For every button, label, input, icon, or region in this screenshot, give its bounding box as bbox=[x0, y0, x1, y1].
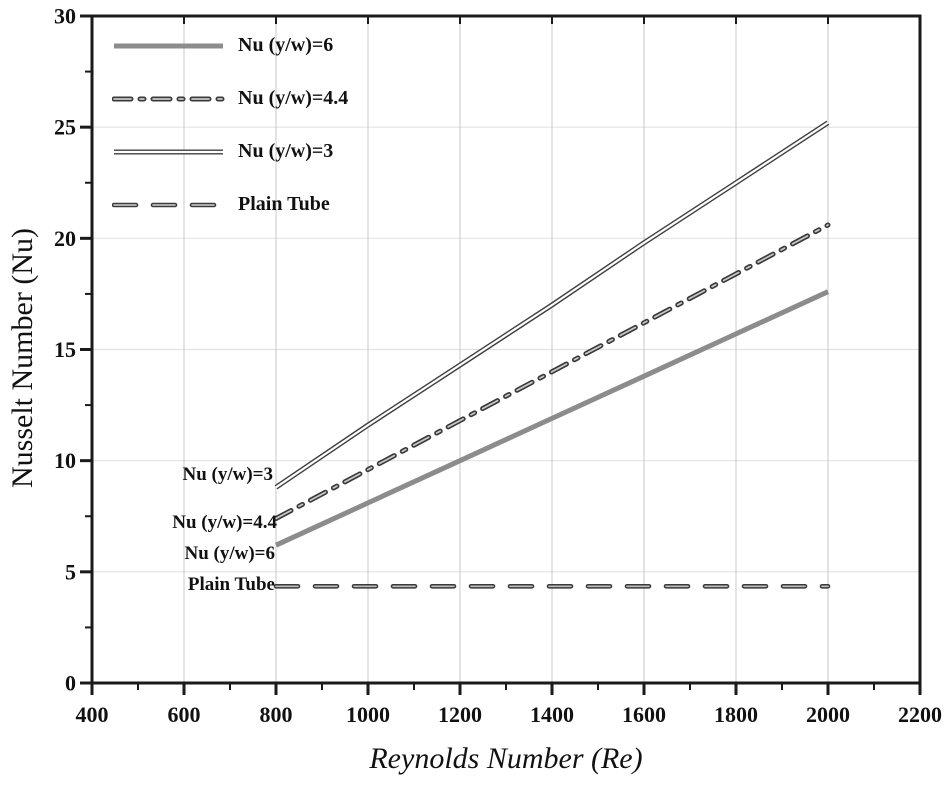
y-tick-label: 20 bbox=[54, 226, 76, 251]
legend-label-nu-yw3: Nu (y/w)=3 bbox=[238, 140, 334, 162]
y-tick-label: 15 bbox=[54, 337, 76, 362]
annotation-nu-yw44: Nu (y/w)=4.4 bbox=[172, 512, 277, 533]
plot-border bbox=[90, 14, 922, 685]
legend-line-sample-nu-yw3 bbox=[114, 149, 223, 154]
legend: Nu (y/w)=6 Nu (y/w)=4.4 Nu (y/w)=3 Plain… bbox=[112, 19, 348, 231]
legend-line-sample-plain-tube bbox=[112, 202, 225, 207]
legend-item-nu-yw44: Nu (y/w)=4.4 bbox=[112, 72, 348, 125]
x-tick-label: 2000 bbox=[806, 702, 850, 727]
y-tick-label: 30 bbox=[54, 4, 76, 29]
x-axis-title: Reynolds Number (Re) bbox=[369, 742, 643, 775]
y-tick-label: 25 bbox=[54, 115, 76, 140]
legend-item-nu-yw3: Nu (y/w)=3 bbox=[112, 125, 348, 178]
x-tick-label: 800 bbox=[260, 702, 293, 727]
series-line-1 bbox=[275, 224, 829, 520]
x-tick-label: 1600 bbox=[622, 702, 666, 727]
legend-item-nu-yw6: Nu (y/w)=6 bbox=[112, 19, 348, 72]
x-tick-label: 1800 bbox=[714, 702, 758, 727]
series-lines bbox=[273, 120, 831, 589]
y-tick-label: 0 bbox=[65, 671, 76, 696]
annotation-plain-tube: Plain Tube bbox=[187, 574, 275, 595]
x-tick-label: 1400 bbox=[530, 702, 574, 727]
y-tick-labels: 0 5 10 15 20 25 30 bbox=[54, 4, 76, 696]
series-line-2 bbox=[275, 121, 829, 489]
y-tick-label: 5 bbox=[65, 559, 76, 584]
x-tick-label: 600 bbox=[168, 702, 201, 727]
annotation-nu-yw3: Nu (y/w)=3 bbox=[182, 464, 273, 485]
x-tick-labels: 400 600 800 1000 1200 1400 1600 1800 2000 2200 bbox=[76, 702, 943, 727]
y-tick-label: 10 bbox=[54, 448, 76, 473]
x-tick-label: 1000 bbox=[346, 702, 390, 727]
legend-label-plain-tube: Plain Tube bbox=[238, 193, 330, 215]
gridlines bbox=[92, 16, 920, 683]
legend-item-plain-tube: Plain Tube bbox=[112, 178, 348, 231]
x-tick-label: 1200 bbox=[438, 702, 482, 727]
legend-label-nu-yw44: Nu (y/w)=4.4 bbox=[238, 87, 349, 109]
axis-ticks bbox=[80, 14, 922, 695]
x-tick-label: 2200 bbox=[898, 702, 942, 727]
y-axis-title: Nusselt Number (Nu) bbox=[6, 228, 39, 488]
x-tick-label: 400 bbox=[76, 702, 109, 727]
legend-line-sample-nu-yw44 bbox=[112, 96, 225, 101]
series-line-0 bbox=[274, 289, 830, 548]
annotation-nu-yw6: Nu (y/w)=6 bbox=[184, 543, 275, 564]
legend-label-nu-yw6: Nu (y/w)=6 bbox=[238, 34, 334, 56]
legend-line-sample-nu-yw6 bbox=[114, 43, 223, 48]
